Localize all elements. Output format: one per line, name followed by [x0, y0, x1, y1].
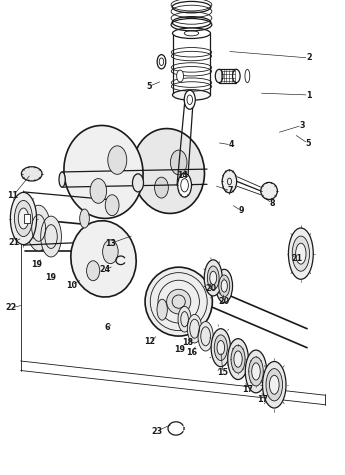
Text: 2: 2 — [306, 54, 312, 62]
Text: 22: 22 — [6, 304, 17, 312]
Ellipse shape — [252, 363, 260, 380]
Text: 21: 21 — [8, 238, 19, 247]
Ellipse shape — [90, 179, 107, 203]
Ellipse shape — [108, 146, 127, 174]
Ellipse shape — [178, 173, 191, 197]
Ellipse shape — [217, 341, 225, 355]
Ellipse shape — [187, 314, 202, 343]
Text: 19: 19 — [174, 345, 185, 353]
Ellipse shape — [266, 369, 283, 401]
Ellipse shape — [231, 345, 245, 373]
Text: 20: 20 — [205, 285, 216, 293]
Text: 1: 1 — [306, 91, 312, 99]
Text: 23: 23 — [151, 427, 162, 436]
Ellipse shape — [198, 322, 213, 351]
Text: 4: 4 — [228, 141, 234, 149]
Ellipse shape — [71, 221, 136, 297]
Text: 7: 7 — [228, 187, 233, 195]
Ellipse shape — [263, 361, 286, 408]
Text: 10: 10 — [66, 281, 77, 289]
Ellipse shape — [214, 335, 227, 361]
Ellipse shape — [292, 236, 309, 271]
Text: 11: 11 — [8, 191, 19, 200]
Ellipse shape — [221, 280, 227, 292]
Text: 9: 9 — [239, 207, 244, 215]
Ellipse shape — [228, 339, 248, 380]
Text: 21: 21 — [291, 254, 302, 263]
Text: 5: 5 — [305, 139, 311, 148]
Ellipse shape — [245, 350, 267, 393]
Text: 5: 5 — [146, 82, 152, 91]
Text: 8: 8 — [270, 199, 275, 208]
Text: 3: 3 — [299, 121, 305, 130]
Text: 19: 19 — [46, 274, 57, 282]
Ellipse shape — [219, 275, 230, 297]
Ellipse shape — [207, 266, 219, 290]
Ellipse shape — [234, 351, 242, 367]
Ellipse shape — [296, 243, 306, 264]
Text: 18: 18 — [182, 338, 193, 347]
Ellipse shape — [210, 271, 217, 285]
Ellipse shape — [157, 55, 166, 69]
Text: 12: 12 — [144, 338, 155, 346]
Ellipse shape — [105, 195, 119, 216]
Ellipse shape — [64, 125, 143, 218]
Ellipse shape — [249, 357, 263, 386]
Ellipse shape — [177, 70, 184, 82]
Text: 14: 14 — [177, 171, 188, 180]
Ellipse shape — [261, 182, 277, 200]
Text: 20: 20 — [218, 297, 229, 305]
Ellipse shape — [172, 28, 210, 38]
Ellipse shape — [288, 228, 313, 279]
Ellipse shape — [87, 261, 100, 281]
Ellipse shape — [269, 375, 279, 394]
Text: 6: 6 — [104, 323, 110, 332]
Ellipse shape — [211, 329, 230, 367]
Ellipse shape — [132, 129, 205, 213]
Ellipse shape — [172, 90, 210, 100]
Text: 17: 17 — [257, 395, 268, 403]
Ellipse shape — [222, 170, 237, 193]
Text: 15: 15 — [217, 369, 228, 377]
Text: 16: 16 — [186, 349, 197, 357]
Ellipse shape — [170, 150, 187, 175]
Text: 24: 24 — [99, 266, 110, 274]
Ellipse shape — [18, 208, 29, 229]
Ellipse shape — [216, 269, 233, 303]
Text: 17: 17 — [242, 385, 253, 394]
Ellipse shape — [204, 260, 222, 296]
Ellipse shape — [215, 69, 223, 83]
Text: 13: 13 — [106, 239, 117, 247]
Ellipse shape — [14, 200, 32, 237]
Ellipse shape — [157, 299, 167, 320]
Ellipse shape — [172, 17, 211, 28]
Bar — [24, 214, 30, 223]
Ellipse shape — [184, 90, 195, 109]
Ellipse shape — [80, 209, 89, 228]
Ellipse shape — [21, 167, 42, 181]
Ellipse shape — [10, 192, 37, 245]
Text: 19: 19 — [31, 260, 42, 269]
Ellipse shape — [27, 205, 50, 251]
Ellipse shape — [178, 306, 191, 332]
Ellipse shape — [103, 240, 118, 264]
Ellipse shape — [167, 289, 191, 314]
Ellipse shape — [41, 216, 61, 257]
Ellipse shape — [132, 174, 144, 192]
Ellipse shape — [233, 69, 240, 83]
Ellipse shape — [155, 177, 168, 198]
Ellipse shape — [59, 172, 65, 187]
Ellipse shape — [145, 267, 213, 336]
